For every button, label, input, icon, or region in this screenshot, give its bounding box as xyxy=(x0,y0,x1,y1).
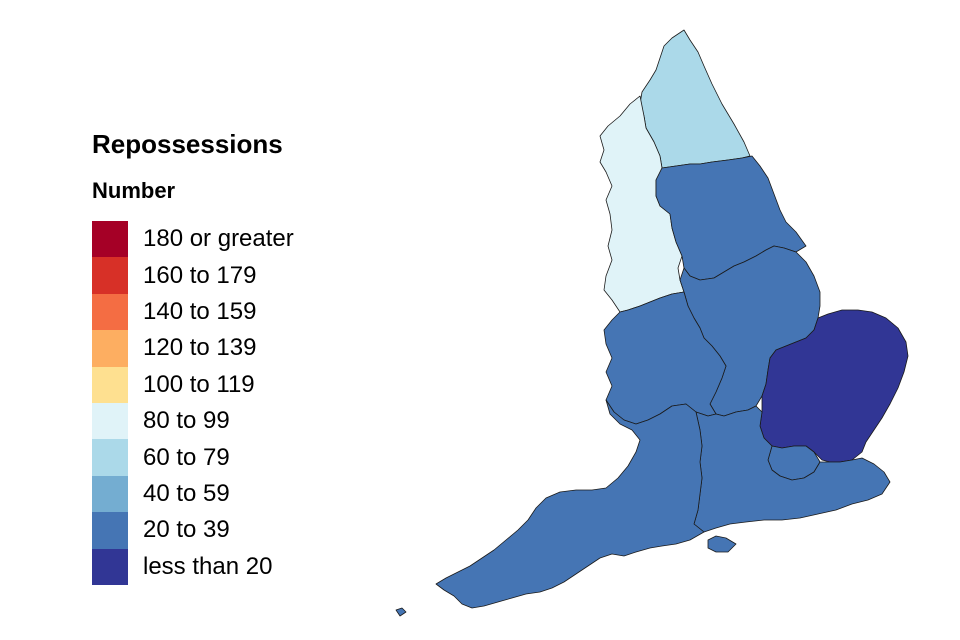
legend-swatch xyxy=(92,330,128,367)
legend-swatch xyxy=(92,221,128,258)
map-legend: Repossessions Number 180 or greater 160 … xyxy=(92,128,352,585)
legend-swatch xyxy=(92,439,128,476)
legend-subtitle: Number xyxy=(92,178,176,203)
legend-swatch xyxy=(92,257,128,294)
legend-label: 140 to 159 xyxy=(143,297,257,325)
legend-row: 160 to 179 xyxy=(92,257,352,294)
legend-label: 180 or greater xyxy=(143,225,294,253)
region-east-of-england xyxy=(759,309,909,463)
legend-row: 140 to 159 xyxy=(92,293,352,331)
legend-row: 180 or greater xyxy=(92,221,352,258)
legend-row: 100 to 119 xyxy=(92,366,352,403)
legend-row: 20 to 39 xyxy=(92,512,352,549)
legend-swatch xyxy=(92,475,128,513)
legend-swatch xyxy=(92,293,128,331)
legend-row: less than 20 xyxy=(92,548,352,585)
legend-list: 180 or greater 160 to 179 140 to 159 120… xyxy=(92,221,352,585)
legend-label: less than 20 xyxy=(143,552,273,580)
legend-title: Repossessions xyxy=(92,129,283,159)
region-south-west xyxy=(435,399,705,609)
legend-label: 60 to 79 xyxy=(143,443,230,471)
legend-swatch xyxy=(92,402,128,440)
legend-label: 20 to 39 xyxy=(143,516,230,544)
legend-label: 160 to 179 xyxy=(143,261,257,289)
legend-label: 100 to 119 xyxy=(143,370,255,398)
map-svg xyxy=(395,29,909,617)
legend-row: 40 to 59 xyxy=(92,475,352,513)
legend-label: 120 to 139 xyxy=(143,334,257,362)
legend-label: 80 to 99 xyxy=(143,407,230,435)
legend-row: 120 to 139 xyxy=(92,330,352,367)
legend-swatch xyxy=(92,366,128,403)
legend-row: 60 to 79 xyxy=(92,439,352,476)
legend-swatch xyxy=(92,512,128,549)
legend-swatch xyxy=(92,548,128,585)
england-region-map xyxy=(380,20,940,630)
region-south-west-isles xyxy=(395,607,407,617)
legend-row: 80 to 99 xyxy=(92,402,352,440)
legend-label: 40 to 59 xyxy=(143,479,230,507)
